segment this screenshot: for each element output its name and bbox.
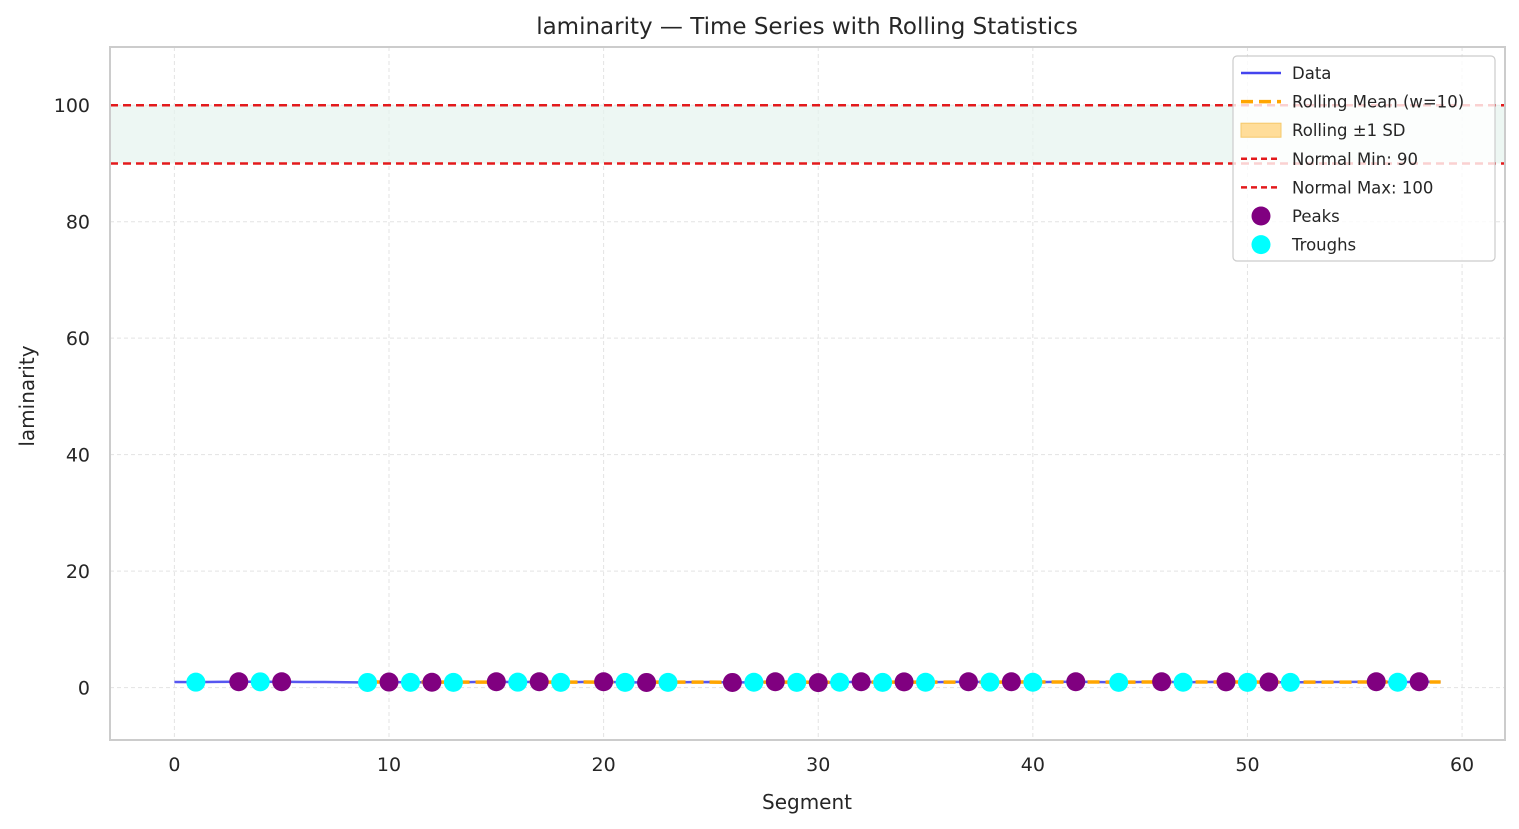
legend-swatch-patch — [1240, 122, 1282, 138]
legend: Data Rolling Mean (w=10) Rolling ±1 SD Norm… — [1232, 55, 1496, 262]
y-axis-label: laminarity — [15, 345, 39, 446]
peak-marker — [1152, 672, 1172, 692]
peak-marker — [379, 672, 399, 692]
legend-label: Data — [1292, 64, 1331, 83]
trough-marker — [1023, 672, 1043, 692]
marker-layer — [186, 672, 1429, 693]
trough-marker — [1109, 672, 1129, 692]
peak-marker — [486, 672, 506, 692]
y-tick-label: 40 — [66, 445, 90, 467]
peak-marker — [422, 672, 442, 692]
y-tick-label: 0 — [78, 678, 90, 700]
x-tick-label: 0 — [168, 754, 180, 776]
legend-label: Troughs — [1291, 236, 1356, 255]
peak-marker — [958, 672, 978, 692]
trough-marker — [658, 672, 678, 692]
plot-frame — [109, 46, 1506, 741]
peak-marker — [1409, 672, 1429, 692]
x-axis-label: Segment — [762, 790, 852, 814]
trough-marker — [787, 672, 807, 692]
trough-marker — [400, 672, 420, 692]
trough-marker — [1388, 672, 1408, 692]
trough-marker — [443, 672, 463, 692]
peak-marker — [529, 672, 549, 692]
trough-marker — [1173, 672, 1193, 692]
trough-marker — [830, 672, 850, 692]
peak-marker — [637, 672, 657, 692]
y-tick-label: 80 — [66, 212, 90, 234]
legend-label: Normal Min: 90 — [1292, 150, 1418, 169]
legend-label: Rolling ±1 SD — [1292, 121, 1406, 140]
peak-marker — [229, 672, 249, 692]
x-tick-label: 60 — [1450, 754, 1474, 776]
x-tick-labels: 0 10 20 30 40 50 60 — [168, 754, 1474, 776]
peak-marker — [272, 672, 292, 692]
x-tick-label: 10 — [377, 754, 401, 776]
x-tick-label: 50 — [1235, 754, 1259, 776]
peak-marker — [765, 672, 785, 692]
trough-marker — [615, 672, 635, 692]
legend-box — [1232, 55, 1496, 262]
trough-marker — [551, 672, 571, 692]
x-tick-label: 40 — [1021, 754, 1045, 776]
y-tick-label: 20 — [66, 561, 90, 583]
y-tick-label: 60 — [66, 328, 90, 350]
trough-marker — [980, 672, 1000, 692]
peak-marker — [1066, 672, 1086, 692]
trough-marker — [916, 672, 936, 692]
trough-marker — [744, 672, 764, 692]
legend-label: Peaks — [1292, 207, 1340, 226]
trough-marker — [358, 672, 378, 692]
peak-marker — [851, 672, 871, 692]
peak-marker — [1001, 672, 1021, 692]
trough-marker — [508, 672, 528, 692]
trough-marker — [1280, 672, 1300, 692]
y-tick-labels: 0 20 40 60 80 100 — [54, 95, 90, 699]
peak-marker — [1216, 672, 1236, 692]
legend-label: Normal Max: 100 — [1292, 178, 1433, 197]
peak-marker — [594, 672, 614, 692]
chart-title: laminarity — Time Series with Rolling St… — [536, 14, 1078, 40]
trough-marker — [186, 672, 206, 692]
peak-marker — [894, 672, 914, 692]
trough-marker — [1237, 672, 1257, 692]
peak-marker — [1259, 672, 1279, 692]
trough-marker — [250, 672, 270, 692]
peak-marker — [722, 672, 742, 692]
peak-marker — [1366, 672, 1386, 692]
x-tick-label: 20 — [592, 754, 616, 776]
legend-swatch-marker — [1251, 206, 1271, 226]
peak-marker — [808, 673, 828, 693]
x-tick-label: 30 — [806, 754, 830, 776]
legend-label: Rolling Mean (w=10) — [1292, 93, 1464, 112]
legend-swatch-marker — [1251, 235, 1271, 255]
y-tick-label: 100 — [54, 95, 90, 117]
trough-marker — [873, 672, 893, 692]
